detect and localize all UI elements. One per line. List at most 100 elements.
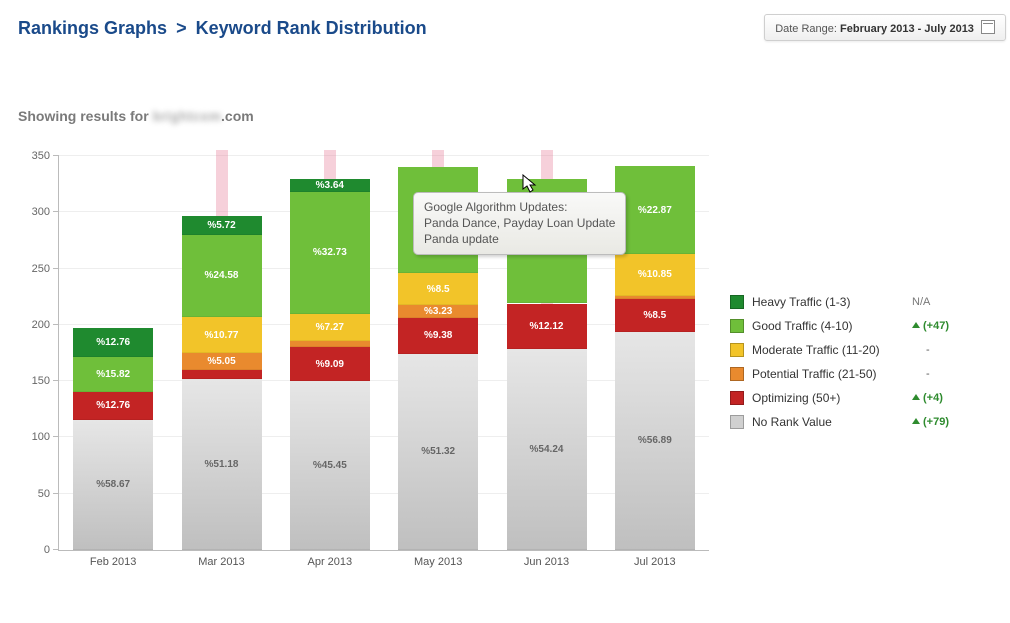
seg-good: %24.58 [182,235,262,317]
legend-swatch [730,343,744,357]
seg-no_rank: %58.67 [73,420,153,550]
seg-optimizing: %8.5 [615,299,695,332]
seg-heavy: %5.72 [182,216,262,235]
legend-delta: (+4) [912,392,943,404]
gridline [59,493,709,494]
legend: Heavy Traffic (1-3)N/AGood Traffic (4-10… [730,290,949,434]
bar-mar-2013[interactable]: %51.18%5.05%10.77%24.58%5.72Mar 2013 [182,156,262,550]
seg-label: %9.38 [424,330,452,341]
seg-moderate: %10.85 [615,254,695,296]
seg-label: %5.05 [207,356,235,367]
legend-label: Moderate Traffic (11-20) [752,343,912,357]
legend-item-potential[interactable]: Potential Traffic (21-50)- [730,362,949,386]
seg-label: %7.27 [316,322,344,333]
seg-no_rank: %45.45 [290,381,370,550]
breadcrumb-sep: > [172,18,191,38]
seg-optimizing: %9.38 [398,318,478,354]
algorithm-update-tooltip: Google Algorithm Updates: Panda Dance, P… [413,192,626,255]
subheader-suffix: .com [221,108,254,124]
legend-item-heavy[interactable]: Heavy Traffic (1-3)N/A [730,290,949,314]
legend-swatch [730,415,744,429]
seg-heavy: %12.76 [73,328,153,356]
seg-label: %9.09 [316,359,344,370]
date-range-prefix: Date Range: [775,23,837,35]
seg-potential: %3.23 [398,305,478,317]
seg-potential [615,296,695,299]
seg-label: %54.24 [530,444,564,455]
seg-label: %24.58 [205,270,239,281]
seg-label: %3.64 [316,180,344,191]
legend-item-good[interactable]: Good Traffic (4-10)(+47) [730,314,949,338]
seg-label: %5.72 [207,220,235,231]
bar-apr-2013[interactable]: %45.45%9.09%7.27%32.73%3.64Apr 2013 [290,156,370,550]
legend-swatch [730,391,744,405]
seg-label: %12.76 [96,400,130,411]
legend-label: Optimizing (50+) [752,391,912,405]
y-tick-label: 50 [38,488,50,500]
seg-label: %51.18 [205,459,239,470]
bar-stack: %58.67 %12.76 %15.82 %12.76 [73,328,153,550]
breadcrumb-1[interactable]: Rankings Graphs [18,18,167,38]
x-label: Jul 2013 [634,556,676,568]
y-tick-label: 250 [32,263,50,275]
seg-good: %15.82 [73,357,153,392]
y-axis: 050100150200250300350 [18,150,54,550]
y-tick-label: 0 [44,544,50,556]
tooltip-line-2: Panda Dance, Payday Loan Update [424,215,615,231]
breadcrumb-2: Keyword Rank Distribution [196,18,427,38]
seg-label: %12.76 [96,337,130,348]
x-label: Mar 2013 [198,556,244,568]
calendar-icon [981,20,995,34]
legend-label: Good Traffic (4-10) [752,319,912,333]
seg-good: %22.87 [615,166,695,254]
legend-swatch [730,295,744,309]
seg-label: %22.87 [638,205,672,216]
seg-no_rank: %51.32 [398,354,478,550]
legend-label: Heavy Traffic (1-3) [752,295,912,309]
legend-delta: - [912,368,930,380]
gridline [59,155,709,156]
y-tick-label: 200 [32,319,50,331]
date-range-value: February 2013 - July 2013 [840,23,974,35]
breadcrumb: Rankings Graphs > Keyword Rank Distribut… [18,18,427,39]
seg-label: %58.67 [96,479,130,490]
seg-heavy: %3.64 [290,179,370,193]
legend-swatch [730,319,744,333]
seg-optimizing [182,370,262,379]
gridline [59,268,709,269]
seg-label: %32.73 [313,247,347,258]
x-label: May 2013 [414,556,462,568]
seg-label: %8.5 [427,284,450,295]
subheader-domain-blurred: brightcom [153,108,221,124]
seg-moderate: %7.27 [290,314,370,341]
seg-label: %45.45 [313,460,347,471]
bar-feb-2013[interactable]: %58.67%12.76%15.82%12.76Feb 2013 [73,156,153,550]
x-label: Feb 2013 [90,556,136,568]
gridline [59,380,709,381]
bar-stack: %45.45 %9.09 %7.27 %32.73 %3.64 [290,179,370,550]
y-tick-label: 100 [32,431,50,443]
y-tick-label: 300 [32,206,50,218]
seg-no_rank: %51.18 [182,379,262,550]
legend-delta: - [912,344,930,356]
seg-optimizing: %12.12 [507,304,587,349]
legend-delta: N/A [912,296,930,308]
seg-optimizing: %12.76 [73,392,153,420]
legend-item-optimizing[interactable]: Optimizing (50+)(+4) [730,386,949,410]
legend-item-moderate[interactable]: Moderate Traffic (11-20)- [730,338,949,362]
seg-no_rank: %56.89 [615,332,695,550]
legend-delta: (+47) [912,320,949,332]
showing-results-for: Showing results for brightcom.com [18,108,254,124]
seg-optimizing: %9.09 [290,347,370,381]
legend-label: Potential Traffic (21-50) [752,367,912,381]
date-range-picker[interactable]: Date Range: February 2013 - July 2013 [764,14,1006,41]
seg-label: %15.82 [96,369,130,380]
legend-swatch [730,367,744,381]
legend-item-no_rank[interactable]: No Rank Value(+79) [730,410,949,434]
seg-label: %56.89 [638,435,672,446]
tooltip-line-3: Panda update [424,231,615,247]
seg-moderate: %8.5 [398,273,478,306]
bar-jul-2013[interactable]: %56.89%8.5%10.85%22.87Jul 2013 [615,156,695,550]
seg-label: %10.85 [638,269,672,280]
seg-label: %10.77 [205,330,239,341]
